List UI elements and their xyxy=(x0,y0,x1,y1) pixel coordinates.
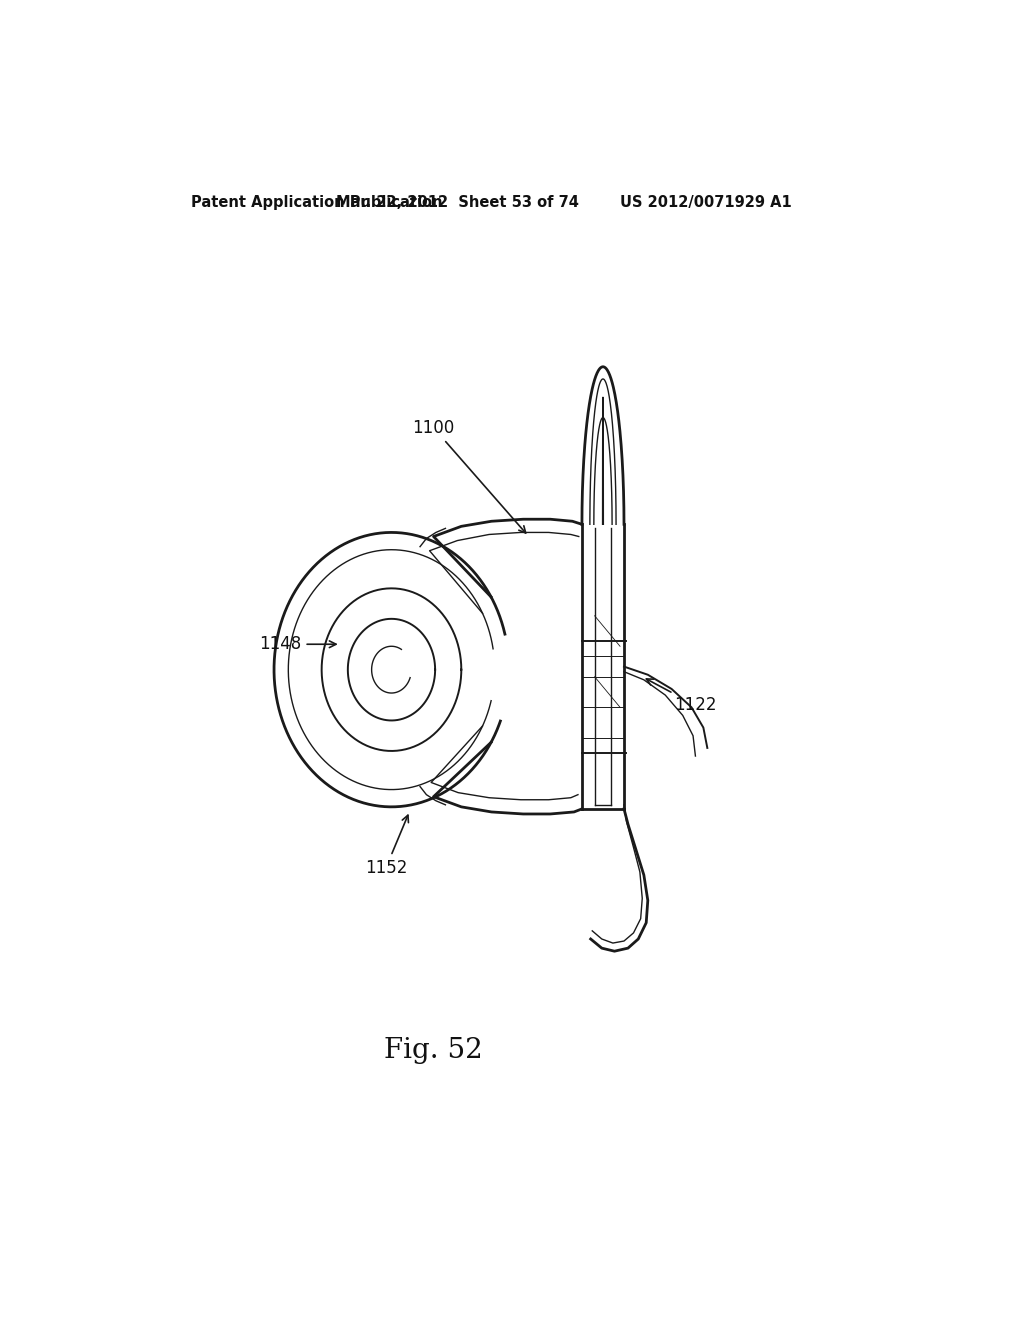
Text: 1148: 1148 xyxy=(259,635,336,653)
Text: 1122: 1122 xyxy=(646,678,717,714)
Text: Patent Application Publication: Patent Application Publication xyxy=(191,195,443,210)
Text: US 2012/0071929 A1: US 2012/0071929 A1 xyxy=(620,195,792,210)
Text: Mar. 22, 2012  Sheet 53 of 74: Mar. 22, 2012 Sheet 53 of 74 xyxy=(336,195,579,210)
Text: 1100: 1100 xyxy=(413,418,525,533)
Text: Fig. 52: Fig. 52 xyxy=(384,1038,483,1064)
Text: 1152: 1152 xyxy=(365,816,409,876)
